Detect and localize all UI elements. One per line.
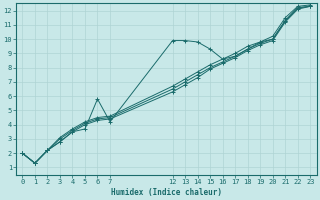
X-axis label: Humidex (Indice chaleur): Humidex (Indice chaleur)	[111, 188, 222, 197]
